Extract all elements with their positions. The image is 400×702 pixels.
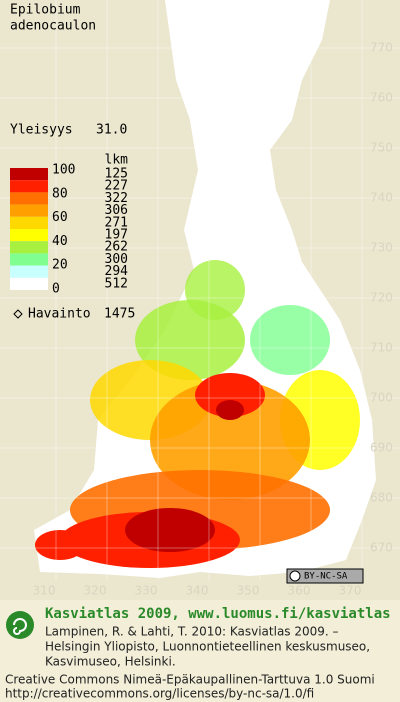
- legend-band: [10, 180, 48, 193]
- y-grid-label: 680: [370, 491, 393, 505]
- legend-band: [10, 277, 48, 290]
- legend-band: [10, 265, 48, 278]
- y-grid-label: 770: [370, 41, 393, 55]
- x-grid-label: 320: [84, 584, 107, 598]
- legend-count: 322: [105, 191, 128, 206]
- y-grid-label: 740: [370, 191, 393, 205]
- x-grid-label: 350: [237, 584, 260, 598]
- logo: [6, 611, 34, 639]
- legend-count: 197: [105, 228, 128, 243]
- x-grid-label: 340: [186, 584, 209, 598]
- legend-band: [10, 216, 48, 229]
- license-line: http://creativecommons.org/licenses/by-n…: [5, 687, 314, 701]
- y-grid-label: 700: [370, 391, 393, 405]
- y-grid-label: 670: [370, 541, 393, 555]
- footer-title: Kasviatlas 2009, www.luomus.fi/kasviatla…: [45, 606, 391, 622]
- grid: 770 760 750 740 730 720 710 700 690 680 670 310 320 3…: [0, 0, 400, 598]
- y-grid-label: 690: [370, 441, 393, 455]
- legend-count: 262: [105, 240, 128, 255]
- legend-band: [10, 168, 48, 181]
- zone: [195, 373, 265, 417]
- legend-scale-label: 80: [52, 186, 68, 201]
- legend-count: 512: [105, 276, 128, 291]
- legend-band: [10, 253, 48, 266]
- observations-label: Havainto: [28, 307, 91, 322]
- x-grid-label: 370: [339, 584, 362, 598]
- citation-line: Helsingin Yliopisto, Luonnontieteellinen…: [45, 640, 370, 654]
- frequency-label: Yleisyys: [10, 123, 73, 138]
- x-grid-label: 330: [135, 584, 158, 598]
- observation-marker: [13, 309, 23, 319]
- legend-scale-label: 60: [52, 210, 68, 225]
- license-line: Creative Commons Nimeä-Epäkaupallinen-Ta…: [5, 673, 375, 687]
- zone: [216, 400, 244, 420]
- count-header: lkm: [105, 153, 129, 168]
- zone: [150, 380, 310, 500]
- title-line: Epilobium: [10, 3, 81, 18]
- legend-scale-label: 0: [52, 282, 60, 297]
- legend-band: [10, 192, 48, 205]
- legend-count: 306: [105, 203, 128, 218]
- x-grid-label: 310: [33, 584, 56, 598]
- zone: [35, 530, 85, 560]
- license-badge-text: BY-NC-SA: [304, 572, 348, 582]
- legend-count: 227: [105, 179, 128, 194]
- x-grid-label: 360: [288, 584, 311, 598]
- legend-scale-label: 40: [52, 234, 68, 249]
- y-grid-label: 720: [370, 291, 393, 305]
- zone: [135, 300, 245, 380]
- legend-band: [10, 204, 48, 217]
- frequency-value: 31.0: [96, 123, 127, 138]
- observations-value: 1475: [104, 307, 135, 322]
- citation-line: Lampinen, R. & Lahti, T. 2010: Kasviatla…: [45, 625, 339, 639]
- title-line: adenocaulon: [10, 19, 96, 34]
- legend-count: 294: [105, 264, 129, 279]
- legend-count: 125: [105, 167, 128, 182]
- legend-count: 271: [105, 215, 128, 230]
- map: [34, 0, 376, 578]
- legend-band: [10, 241, 48, 254]
- license-badge: BY-NC-SA: [286, 568, 364, 584]
- zone: [125, 508, 215, 552]
- zone: [250, 305, 330, 375]
- legend-scale-label: 20: [52, 258, 68, 273]
- y-grid-label: 710: [370, 341, 393, 355]
- legend-band: [10, 229, 48, 242]
- citation-line: Kasvimuseo, Helsinki.: [45, 655, 176, 669]
- y-grid-label: 750: [370, 141, 393, 155]
- y-grid-label: 760: [370, 91, 393, 105]
- y-grid-label: 730: [370, 241, 393, 255]
- legend-scale-label: 100: [52, 163, 75, 178]
- legend-count: 300: [105, 252, 128, 267]
